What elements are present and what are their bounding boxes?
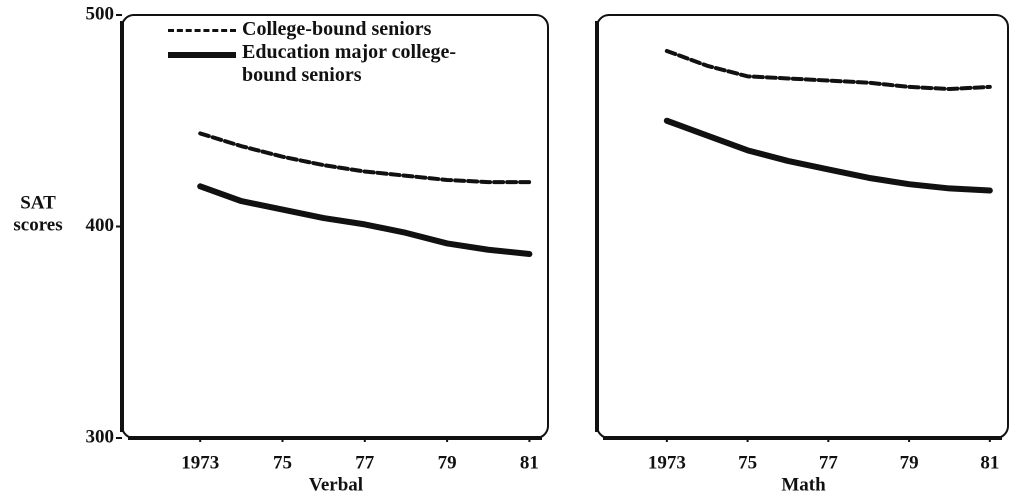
- x-tick-label: 77: [355, 452, 375, 473]
- x-tick-label: 79: [438, 452, 457, 473]
- series-line: [664, 48, 992, 92]
- legend-swatch: [168, 52, 236, 58]
- y-tick-label: 500: [86, 3, 115, 24]
- x-tick-label: 75: [738, 452, 757, 473]
- x-tick-label: 81: [520, 452, 539, 473]
- legend-swatch: [168, 29, 236, 32]
- legend-label: College-bound seniors: [242, 18, 432, 40]
- x-axis-label: Verbal: [309, 474, 363, 495]
- legend: College-bound seniors Education major col…: [168, 18, 498, 87]
- x-tick-label: 77: [819, 452, 839, 473]
- series-line: [197, 183, 533, 257]
- y-tick-label: 300: [86, 426, 115, 447]
- x-tick-label: 79: [900, 452, 919, 473]
- x-tick-label: 75: [273, 452, 292, 473]
- legend-item: Education major college-bound seniors: [168, 41, 498, 87]
- x-tick-label: 1973: [648, 452, 686, 473]
- x-axis-label: Math: [781, 474, 826, 495]
- y-axis-label: scores: [13, 214, 62, 235]
- x-tick-label: 81: [980, 452, 999, 473]
- y-tick-label: 400: [86, 215, 115, 236]
- y-axis-label: SAT: [20, 192, 56, 213]
- series-line: [198, 131, 532, 185]
- x-tick-label: 1973: [181, 452, 219, 473]
- legend-label: Education major college-bound seniors: [242, 41, 457, 86]
- series-line: [663, 117, 993, 194]
- legend-item: College-bound seniors: [168, 18, 498, 41]
